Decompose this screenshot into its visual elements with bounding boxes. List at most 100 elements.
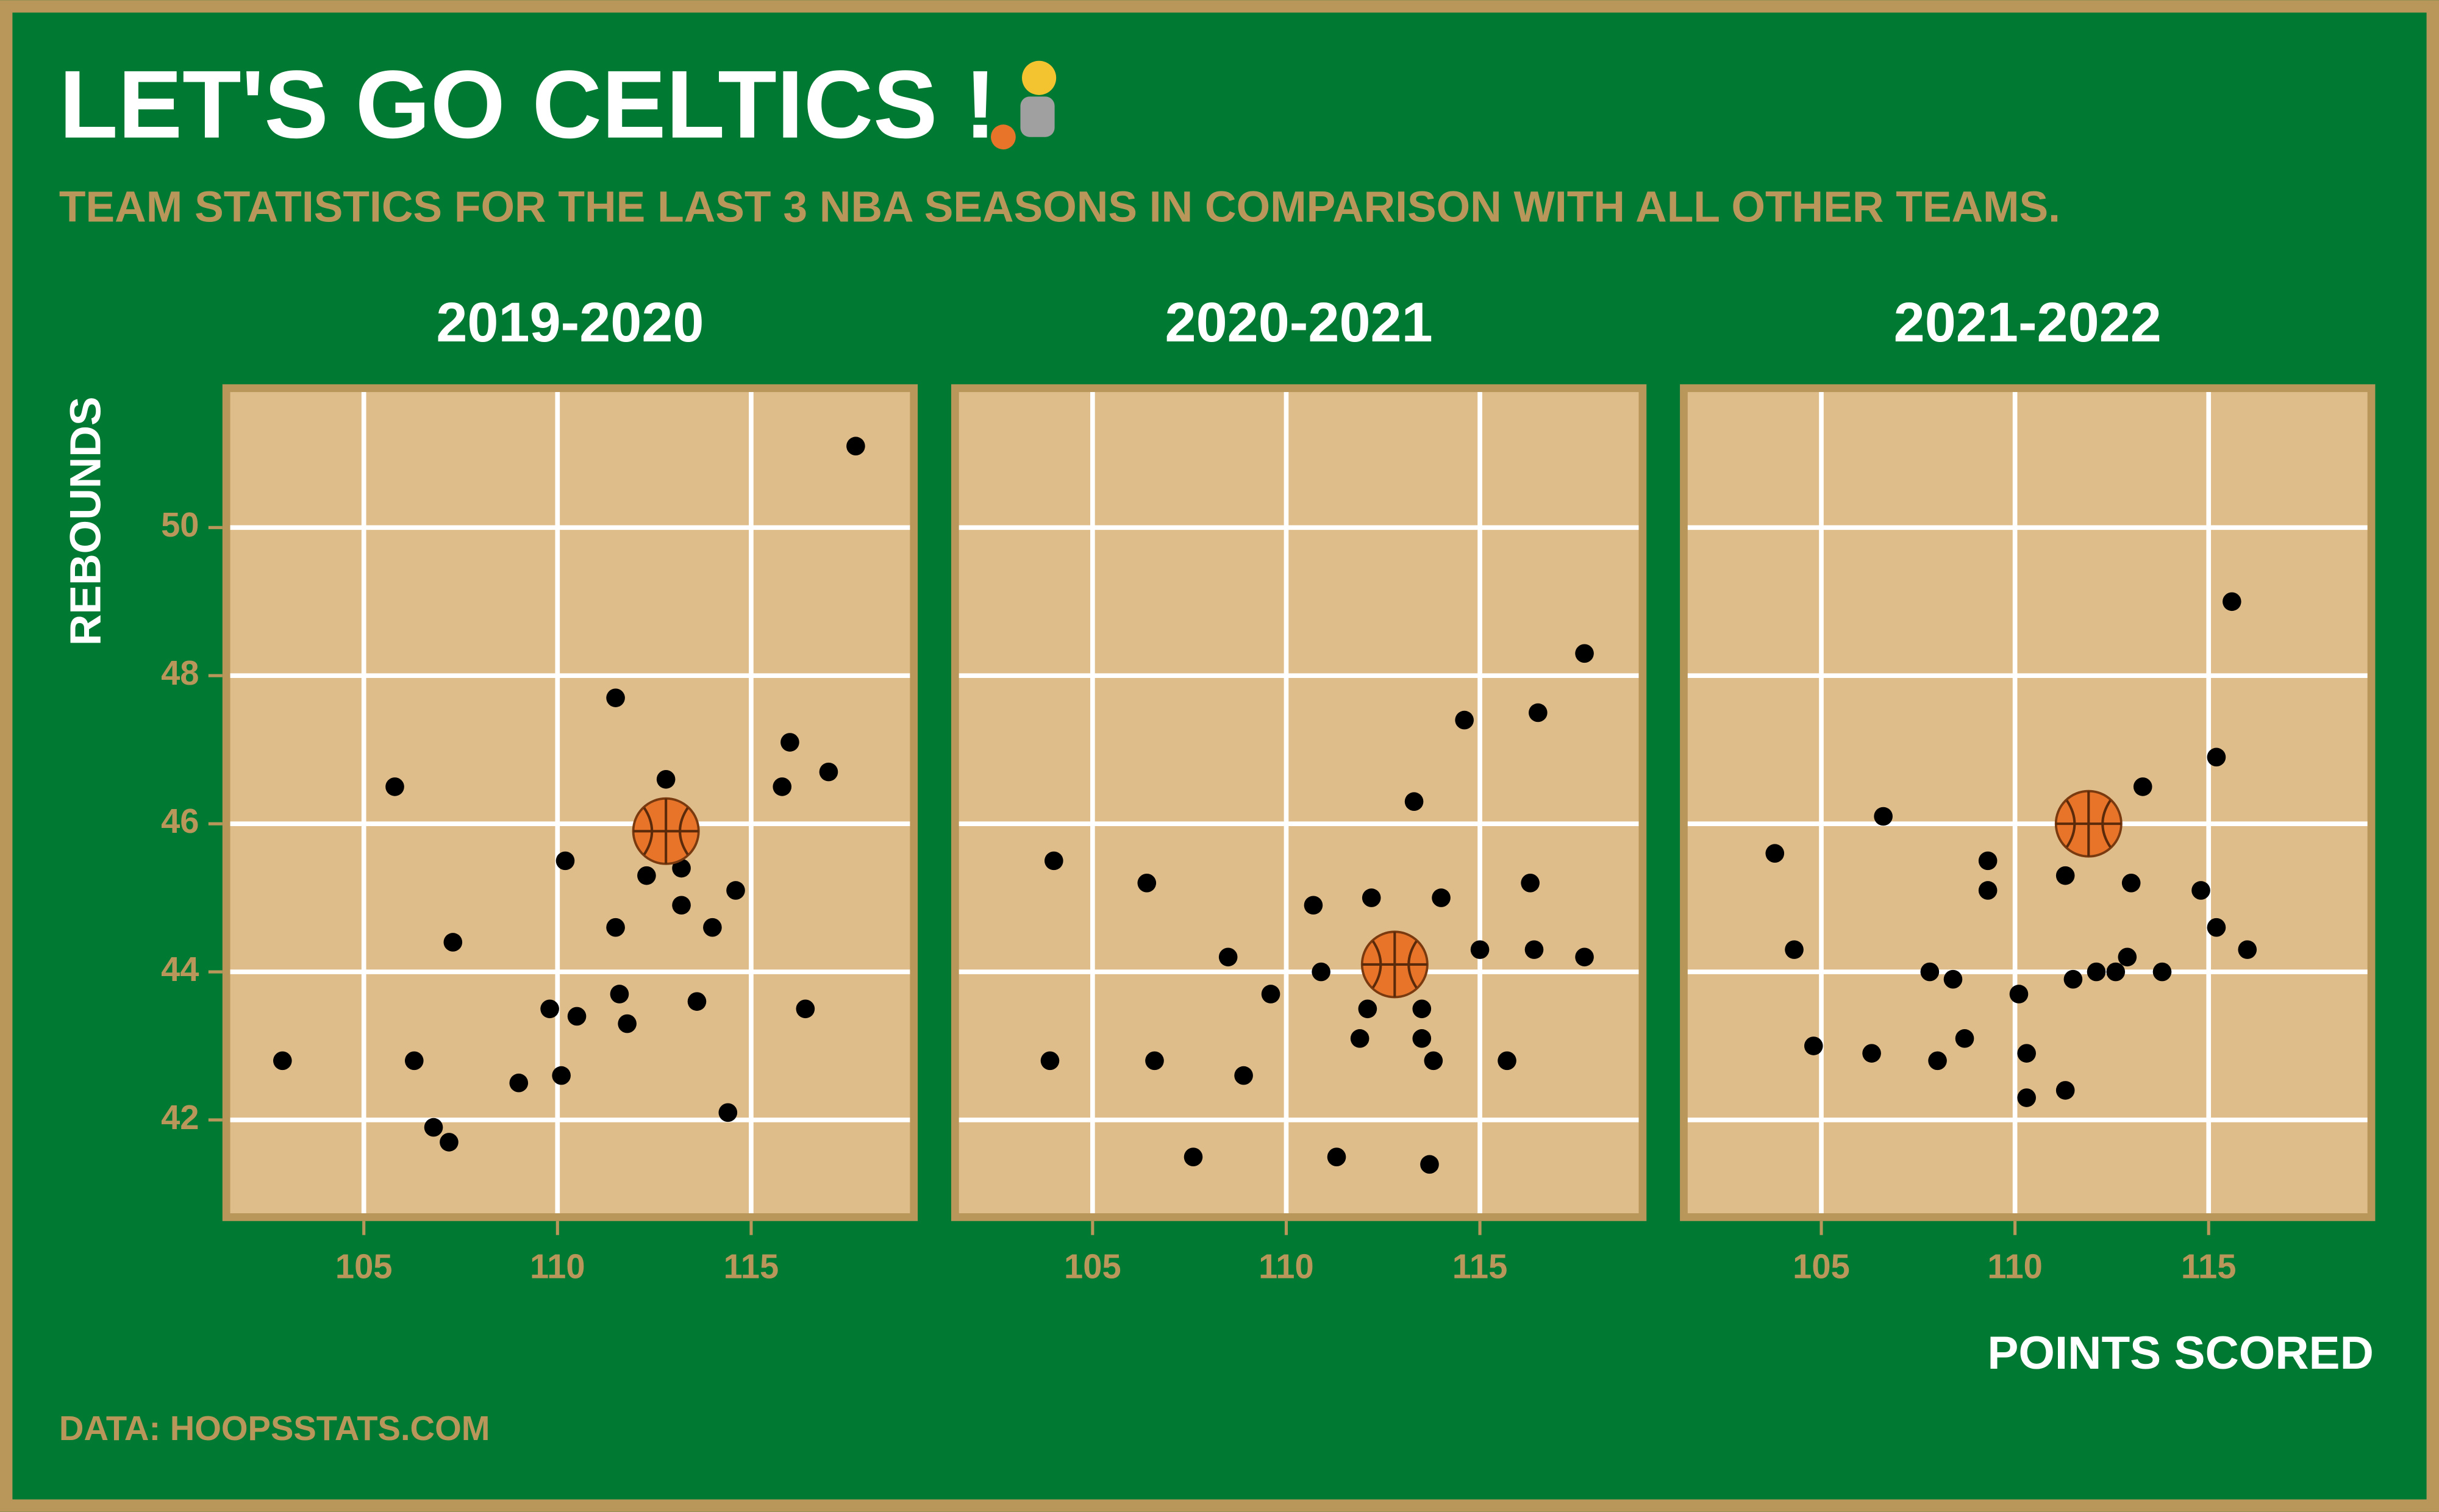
point bbox=[1575, 644, 1594, 663]
title-icon bbox=[991, 60, 1057, 150]
ball-seams bbox=[2055, 791, 2121, 857]
panel: 2020-2021 105 110 115 bbox=[951, 291, 1647, 1286]
point bbox=[1432, 888, 1451, 907]
x-axis-label: POINTS SCORED bbox=[1987, 1327, 2373, 1379]
point bbox=[273, 1051, 292, 1071]
point bbox=[606, 918, 625, 937]
point bbox=[2191, 881, 2210, 900]
point bbox=[2118, 947, 2137, 967]
point bbox=[1304, 896, 1323, 915]
point bbox=[1498, 1051, 1516, 1071]
point bbox=[567, 1007, 587, 1026]
panel-background bbox=[951, 384, 1647, 1221]
subtitle: TEAM STATISTICS FOR THE LAST 3 NBA SEASO… bbox=[59, 182, 2060, 231]
point bbox=[1312, 962, 1330, 982]
x-tick-label: 110 bbox=[1259, 1247, 1314, 1286]
point bbox=[672, 858, 691, 878]
point bbox=[1412, 999, 1432, 1019]
point bbox=[2017, 1088, 2036, 1107]
point bbox=[1785, 940, 1804, 959]
panel-title: 2019-2020 bbox=[436, 291, 704, 354]
point bbox=[1928, 1051, 1947, 1071]
point bbox=[796, 999, 815, 1019]
point bbox=[618, 1014, 637, 1033]
point bbox=[1804, 1036, 1823, 1055]
x-tick-label: 110 bbox=[530, 1247, 585, 1286]
point bbox=[385, 777, 404, 796]
point bbox=[819, 762, 838, 782]
x-tick-label: 110 bbox=[1987, 1247, 2043, 1286]
point bbox=[703, 918, 722, 937]
point bbox=[2121, 874, 2141, 893]
point bbox=[1184, 1147, 1203, 1167]
point bbox=[2223, 592, 2241, 612]
point bbox=[1920, 962, 1940, 982]
point bbox=[1358, 999, 1377, 1019]
point bbox=[1362, 888, 1381, 907]
x-tick-label: 115 bbox=[2181, 1247, 2237, 1286]
point bbox=[1234, 1066, 1253, 1085]
point bbox=[606, 688, 625, 707]
point bbox=[2238, 940, 2257, 959]
x-tick-label: 115 bbox=[724, 1247, 779, 1286]
point bbox=[1524, 940, 1544, 959]
point bbox=[1455, 710, 1474, 730]
point bbox=[404, 1051, 424, 1071]
panel-title: 2020-2021 bbox=[1165, 291, 1433, 354]
y-tick-label: 44 bbox=[161, 950, 199, 988]
ball-seams bbox=[1362, 932, 1427, 997]
point bbox=[780, 733, 799, 752]
point bbox=[2207, 918, 2226, 937]
point bbox=[2009, 985, 2029, 1004]
point bbox=[1874, 807, 1893, 826]
point bbox=[2207, 747, 2226, 767]
panel-background bbox=[222, 384, 918, 1221]
point bbox=[672, 896, 691, 915]
point bbox=[1327, 1147, 1346, 1167]
point bbox=[1862, 1044, 1881, 1063]
point bbox=[1145, 1051, 1164, 1071]
point bbox=[656, 769, 676, 789]
point bbox=[1404, 792, 1424, 811]
point bbox=[443, 933, 463, 952]
panel: 2021-2022 105 110 115 bbox=[1680, 291, 2376, 1286]
point bbox=[1529, 703, 1548, 722]
point bbox=[1218, 947, 1238, 967]
point bbox=[1412, 1029, 1432, 1048]
point bbox=[1137, 874, 1157, 893]
point bbox=[846, 437, 865, 456]
point bbox=[2106, 962, 2126, 982]
caption: DATA: HOOPSSTATS.COM bbox=[59, 1409, 490, 1447]
panel: 2019-2020 42 44 46 48 50 105 110 115 bbox=[161, 291, 918, 1286]
x-tick-label: 105 bbox=[1064, 1247, 1121, 1286]
y-axis-label: REBOUNDS bbox=[61, 396, 110, 646]
point bbox=[1978, 851, 1998, 871]
point bbox=[440, 1133, 459, 1152]
point bbox=[718, 1103, 738, 1122]
point bbox=[555, 851, 575, 871]
point bbox=[610, 985, 629, 1004]
x-tick-label: 105 bbox=[335, 1247, 393, 1286]
x-tick-label: 105 bbox=[1793, 1247, 1850, 1286]
point bbox=[1424, 1051, 1443, 1071]
point bbox=[552, 1066, 571, 1085]
y-tick-label: 50 bbox=[161, 505, 199, 544]
page-title: LET'S GO CELTICS ! bbox=[59, 51, 996, 159]
point bbox=[1765, 844, 1785, 863]
point bbox=[1470, 940, 1490, 959]
point bbox=[726, 881, 745, 900]
highlight-point bbox=[1360, 930, 1429, 999]
point bbox=[540, 999, 559, 1019]
point bbox=[637, 866, 656, 885]
point bbox=[1261, 985, 1280, 1004]
point bbox=[1978, 881, 1998, 900]
y-tick-label: 42 bbox=[161, 1098, 199, 1136]
point bbox=[1045, 851, 1063, 871]
point bbox=[1943, 969, 1963, 989]
point bbox=[1420, 1155, 1439, 1174]
point bbox=[1575, 947, 1594, 967]
point bbox=[2017, 1044, 2036, 1063]
point bbox=[2063, 969, 2083, 989]
point bbox=[773, 777, 792, 796]
